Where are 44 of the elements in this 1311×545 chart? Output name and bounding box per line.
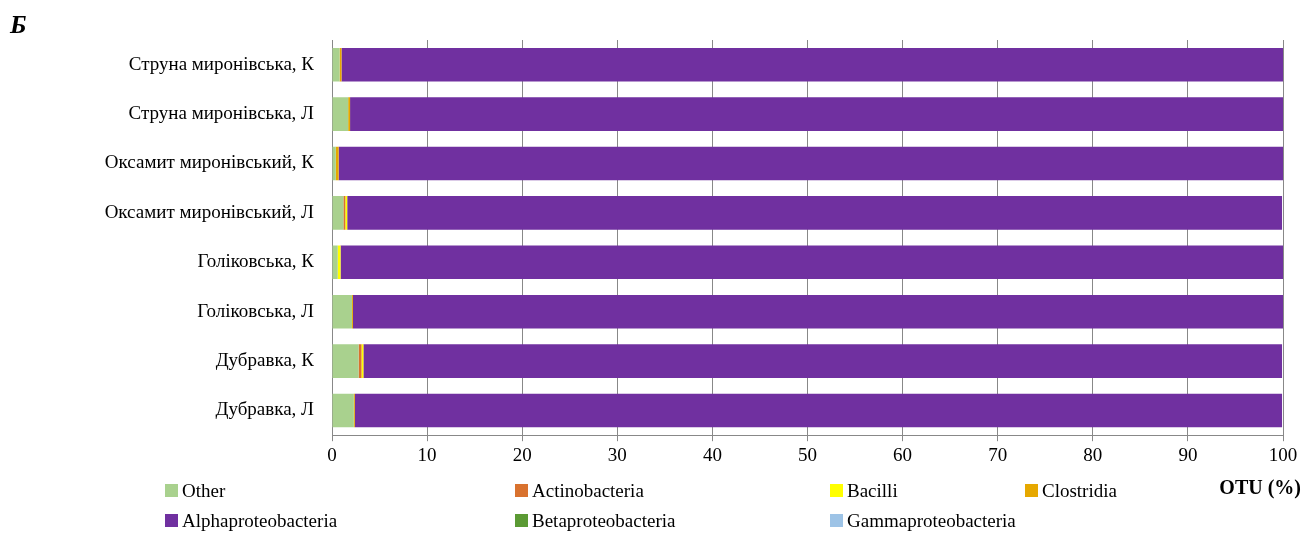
bar <box>332 97 349 131</box>
y-tick-label: Струна миронівська, К <box>128 52 315 74</box>
legend-label: Betaproteobacteria <box>531 510 677 532</box>
bar <box>332 196 344 230</box>
legend-label: Alphaproteobacteria <box>181 510 339 532</box>
legend-label: Other <box>181 480 227 502</box>
y-tick-label: Голіковська, Л <box>197 299 315 321</box>
bar <box>332 344 359 378</box>
legend-label: Gammaproteobacteria <box>846 510 1017 532</box>
legend-label: Clostridia <box>1041 480 1118 502</box>
x-tick-label: 40 <box>702 443 722 465</box>
x-tick-label: 100 <box>1268 443 1298 465</box>
x-tick-label: 80 <box>1083 443 1103 465</box>
bar <box>332 47 340 82</box>
bar <box>341 47 1283 82</box>
x-tick-label: 30 <box>607 443 627 465</box>
x-tick-label: 50 <box>798 443 817 465</box>
bar <box>332 294 352 329</box>
legend-label: Bacilli <box>846 480 899 502</box>
text: Б <box>10 10 27 40</box>
bar <box>354 393 1283 428</box>
bar <box>352 294 1283 329</box>
bar <box>363 344 1283 378</box>
bar <box>337 245 341 280</box>
x-tick-label: 70 <box>988 443 1008 465</box>
bar <box>332 245 338 280</box>
y-tick-label: Дубравка, Л <box>215 398 315 420</box>
y-tick-label: Оксамит миронівський, Л <box>104 200 315 222</box>
x-tick-label: 10 <box>417 443 437 465</box>
y-tick-label: Струна миронівська, Л <box>128 102 315 124</box>
y-tick-label: Дубравка, К <box>215 349 315 371</box>
bar <box>347 196 1283 230</box>
x-tick-label: 60 <box>893 443 913 465</box>
legend-label: Actinobacteria <box>531 480 645 502</box>
bar <box>340 245 1283 280</box>
x-tick-label: 90 <box>1178 443 1198 465</box>
bar <box>338 146 1283 181</box>
x-axis-title: OTU (%) <box>1219 476 1301 499</box>
x-tick-label: 20 <box>512 443 532 465</box>
bar <box>332 393 354 428</box>
bar <box>350 97 1283 131</box>
y-tick-label: Оксамит миронівський, К <box>104 151 315 173</box>
x-tick-label: 0 <box>327 443 337 465</box>
y-tick-label: Голіковська, К <box>197 250 315 272</box>
